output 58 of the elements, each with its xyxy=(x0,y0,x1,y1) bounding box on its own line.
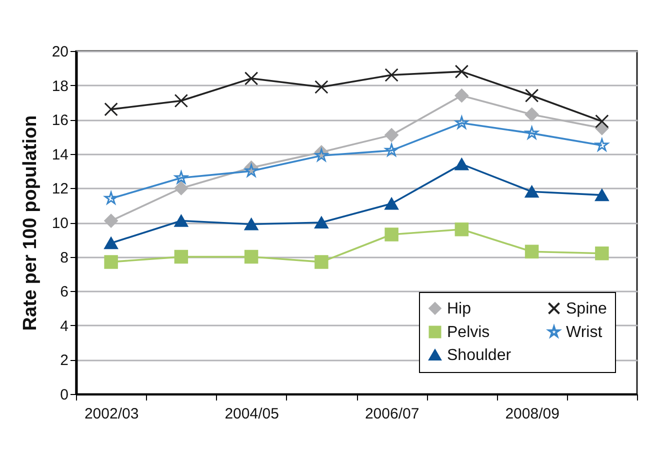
y-tick-label: 6 xyxy=(60,284,68,301)
legend-label: Spine xyxy=(566,300,608,318)
y-tick-label: 8 xyxy=(60,249,68,266)
legend-label: Hip xyxy=(447,300,472,318)
y-tick-label: 18 xyxy=(52,78,68,95)
point xyxy=(384,68,398,82)
point xyxy=(174,181,188,196)
point xyxy=(384,228,398,242)
point xyxy=(595,114,609,128)
y-tick-label: 10 xyxy=(52,215,68,232)
y-tick-label: 16 xyxy=(52,112,68,130)
legend-label: Shoulder xyxy=(447,347,512,364)
y-axis-title: Rate per 100 population xyxy=(20,115,41,331)
point xyxy=(244,218,258,230)
y-tick-label: 4 xyxy=(60,318,68,335)
point xyxy=(524,186,539,198)
point xyxy=(454,64,469,78)
legend-label: Pelvis xyxy=(447,324,490,341)
y-tick-label: 0 xyxy=(60,386,68,404)
point xyxy=(244,72,258,86)
x-tick-label: 2004/05 xyxy=(224,406,279,422)
point xyxy=(174,250,188,264)
point xyxy=(104,214,118,228)
point xyxy=(104,102,118,116)
point xyxy=(104,237,118,250)
point xyxy=(384,128,398,142)
legend-label: Wrist xyxy=(566,324,603,341)
x-tick-label: 2006/07 xyxy=(364,406,420,422)
y-tick-label: 12 xyxy=(52,180,68,198)
point xyxy=(244,164,258,177)
point xyxy=(384,144,398,156)
point xyxy=(595,138,609,152)
point xyxy=(314,148,328,162)
point xyxy=(314,216,328,229)
point xyxy=(314,80,328,94)
point xyxy=(525,126,538,140)
point xyxy=(524,88,539,102)
x-tick-label: 2008/09 xyxy=(505,406,560,422)
point xyxy=(314,255,328,269)
point xyxy=(454,88,469,102)
point xyxy=(104,255,118,269)
point xyxy=(104,192,118,204)
point xyxy=(174,94,188,108)
point xyxy=(384,198,398,210)
y-tick-label: 14 xyxy=(52,146,68,164)
point xyxy=(524,108,539,122)
y-tick-label: 20 xyxy=(52,44,68,60)
point xyxy=(174,214,188,227)
x-tick-label: 2002/03 xyxy=(84,406,139,422)
point xyxy=(524,244,539,259)
point xyxy=(454,158,469,170)
y-tick-label: 2 xyxy=(60,352,68,370)
point xyxy=(595,189,609,202)
point xyxy=(454,222,469,236)
point xyxy=(455,116,468,129)
point xyxy=(174,171,188,184)
point xyxy=(244,250,258,264)
point xyxy=(595,246,609,260)
